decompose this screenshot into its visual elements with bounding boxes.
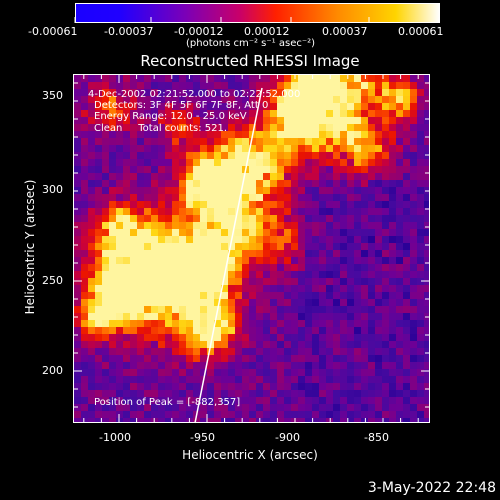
plot-title: Reconstructed RHESSI Image [140,52,360,70]
annotation-peak: Position of Peak = [-882,357] [94,397,241,408]
annotation-time-range: 4-Dec-2002 02:21:52.000 to 02:22:52.000 [88,89,301,100]
x-tick-label: -1000 [99,431,131,444]
colorbar-tick-label: 0.00012 [244,25,290,38]
axis-ticks [74,75,429,422]
x-tick-label: -900 [275,431,300,444]
plot-frame [73,74,430,423]
colorbar-tick-label: 0.00061 [398,25,444,38]
x-axis-label: Heliocentric X (arcsec) [182,448,318,462]
y-tick-label: 300 [42,183,63,196]
y-tick-label: 200 [42,364,63,377]
colorbar-tick-label: -0.00037 [104,25,154,38]
annotation-energy: Energy Range: 12.0 - 25.0 keV [94,111,247,122]
footer-timestamp: 3-May-2022 22:48 [367,480,496,496]
colorbar [75,3,440,23]
colorbar-tick-label: -0.00012 [174,25,224,38]
colorbar-tick-label: -0.00061 [28,25,78,38]
x-tick-label: -950 [190,431,215,444]
colorbar-tick-marks [74,17,440,23]
image-pixels [74,75,429,422]
y-tick-label: 350 [42,89,63,102]
y-tick-label: 250 [42,274,63,287]
colorbar-bar [75,3,440,23]
solar-limb-line [194,87,263,424]
colorbar-unit-label: (photons cm⁻² s⁻¹ asec⁻²) [186,38,316,49]
annotation-clean: Clean Total counts: 521. [94,123,228,134]
x-tick-label: -850 [364,431,389,444]
colorbar-tick-label: 0.00037 [322,25,368,38]
y-axis-label: Heliocentric Y (arcsec) [23,179,37,315]
annotation-detectors: Detectors: 3F 4F 5F 6F 7F 8F, Att 0 [94,100,269,111]
